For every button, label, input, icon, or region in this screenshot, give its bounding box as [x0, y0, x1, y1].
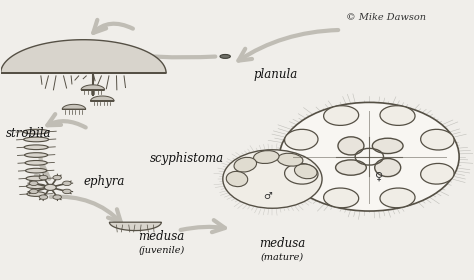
Ellipse shape — [23, 129, 49, 134]
Polygon shape — [109, 222, 161, 230]
Polygon shape — [0, 40, 166, 73]
Ellipse shape — [324, 188, 359, 208]
Ellipse shape — [26, 176, 46, 181]
Text: ♂: ♂ — [264, 191, 272, 201]
Ellipse shape — [284, 164, 318, 184]
Ellipse shape — [53, 195, 62, 199]
Ellipse shape — [284, 129, 318, 150]
Ellipse shape — [373, 138, 403, 153]
Ellipse shape — [294, 164, 317, 179]
Polygon shape — [81, 85, 105, 90]
Text: (mature): (mature) — [260, 253, 303, 262]
Ellipse shape — [25, 153, 48, 157]
Ellipse shape — [45, 184, 56, 190]
Ellipse shape — [24, 145, 48, 150]
Ellipse shape — [234, 157, 256, 172]
Text: ephyra: ephyra — [83, 175, 125, 188]
Polygon shape — [62, 104, 86, 109]
Ellipse shape — [63, 189, 71, 194]
Ellipse shape — [39, 195, 48, 199]
Ellipse shape — [26, 168, 47, 173]
Ellipse shape — [27, 192, 46, 196]
Ellipse shape — [29, 189, 38, 194]
Text: scyphistoma: scyphistoma — [150, 151, 224, 165]
Ellipse shape — [29, 181, 38, 186]
Ellipse shape — [277, 153, 303, 166]
Ellipse shape — [223, 150, 322, 208]
Ellipse shape — [53, 175, 62, 180]
Ellipse shape — [380, 188, 415, 208]
Ellipse shape — [420, 129, 454, 150]
Ellipse shape — [220, 55, 230, 58]
Text: strobila: strobila — [5, 127, 51, 139]
Text: medusa: medusa — [259, 237, 305, 249]
Text: ♀: ♀ — [375, 171, 383, 181]
Polygon shape — [91, 96, 114, 101]
Text: (juvenile): (juvenile) — [138, 246, 184, 255]
Text: planula: planula — [254, 68, 298, 81]
Ellipse shape — [324, 106, 359, 125]
Ellipse shape — [24, 137, 49, 142]
Ellipse shape — [380, 106, 415, 125]
Ellipse shape — [27, 184, 46, 189]
Ellipse shape — [25, 160, 47, 165]
Ellipse shape — [375, 158, 401, 177]
Ellipse shape — [254, 151, 279, 164]
Ellipse shape — [420, 164, 454, 184]
Ellipse shape — [338, 137, 364, 155]
Ellipse shape — [336, 160, 366, 175]
Ellipse shape — [280, 102, 459, 211]
Text: © Mike Dawson: © Mike Dawson — [346, 13, 426, 22]
Ellipse shape — [63, 181, 71, 186]
Text: medusa: medusa — [138, 230, 184, 243]
Ellipse shape — [226, 171, 248, 187]
Ellipse shape — [39, 175, 48, 180]
